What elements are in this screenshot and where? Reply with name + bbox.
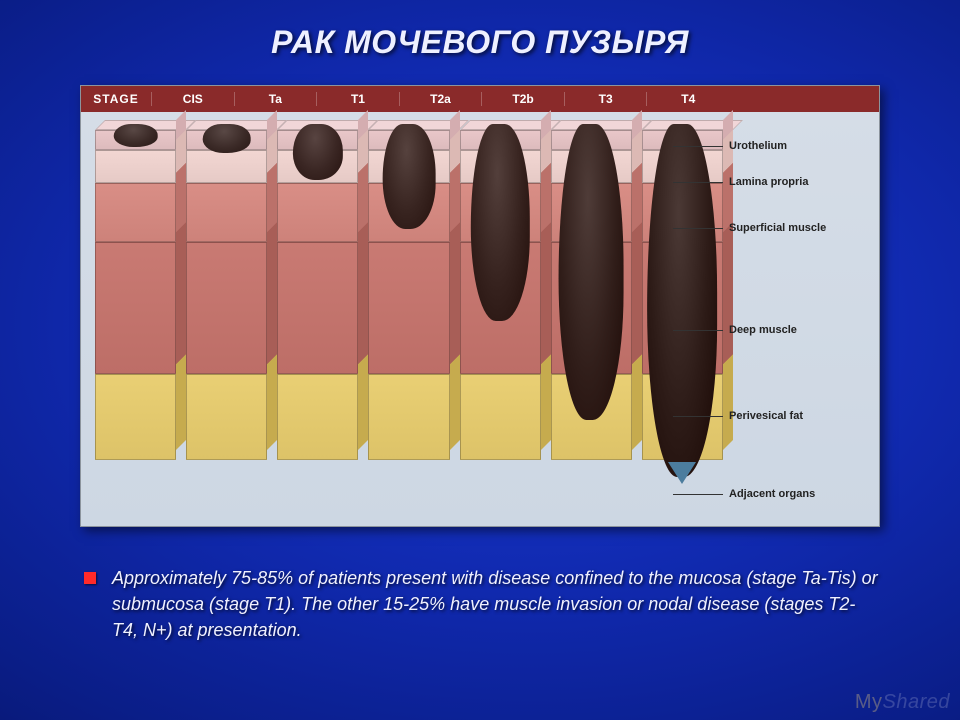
tumor-mass [559,124,624,420]
slide-title: РАК МОЧЕВОГО ПУЗЫРЯ [40,24,920,61]
tumor-mass [202,124,251,153]
layer-label: Lamina propria [729,176,808,188]
tumor-mass [383,124,436,229]
tissue-block [277,130,358,474]
stage-header-cell: T3 [564,92,647,106]
adjacent-arrow-icon [668,462,696,484]
layer-label: Superficial muscle [729,222,826,234]
bullet-icon [84,572,96,584]
watermark: MyShared [855,691,950,714]
tumor-mass [293,124,343,180]
tissue-block [460,130,541,474]
stage-header: STAGE CIS Ta T1 T2a T2b T3 T4 [81,86,879,112]
tissue-block [368,130,449,474]
stage-header-cell: T2b [481,92,564,106]
body-paragraph: Approximately 75-85% of patients present… [84,565,880,643]
stage-header-cell: T2a [399,92,482,106]
watermark-accent: My [855,691,883,713]
stage-header-cell: T1 [316,92,399,106]
stage-header-cell: T4 [646,92,729,106]
figure-area: Urothelium Lamina propria Superficial musc… [81,112,879,526]
body-text: Approximately 75-85% of patients present… [112,568,878,640]
tumor-mass [113,124,158,147]
stage-header-cell: Ta [234,92,317,106]
stage-header-label: STAGE [81,92,151,106]
watermark-rest: Shared [883,691,951,713]
layer-label: Perivesical fat [729,410,803,422]
stage-header-cell: CIS [151,92,234,106]
layer-label: Deep muscle [729,324,797,336]
tissue-block [95,130,176,474]
tissue-block [186,130,267,474]
tissue-block [551,130,632,474]
layer-label: Urothelium [729,140,787,152]
staging-diagram: STAGE CIS Ta T1 T2a T2b T3 T4 Urothelium… [80,85,880,527]
tumor-mass [471,124,529,321]
tumor-mass [648,124,718,477]
adjacent-organs-label: Adjacent organs [729,488,815,500]
